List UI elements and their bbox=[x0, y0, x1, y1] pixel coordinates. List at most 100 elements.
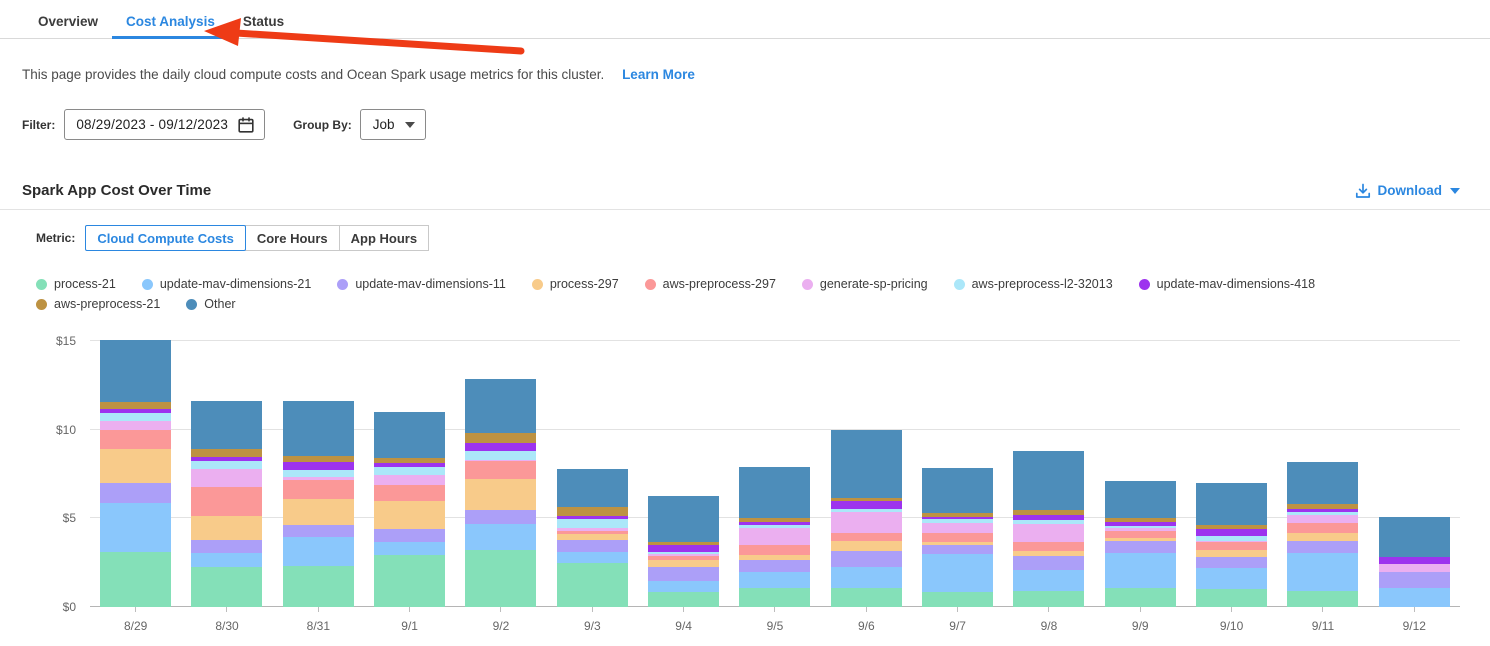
bar-segment-aws-preprocess-297[interactable] bbox=[1196, 542, 1268, 551]
bar-segment-update-mav-dimensions-11[interactable] bbox=[282, 524, 354, 537]
bar-segment-generate-sp-pricing[interactable] bbox=[1287, 514, 1359, 523]
bar-segment-process-21[interactable] bbox=[465, 550, 537, 607]
bar-segment-update-mav-dimensions-21[interactable] bbox=[1287, 552, 1359, 592]
stacked-bar-8/30[interactable] bbox=[191, 400, 263, 607]
bar-segment-process-21[interactable] bbox=[556, 562, 628, 607]
bar-segment-update-mav-dimensions-11[interactable] bbox=[556, 539, 628, 553]
bar-segment-aws-preprocess-297[interactable] bbox=[1104, 530, 1176, 538]
bar-segment-process-297[interactable] bbox=[739, 554, 811, 561]
stacked-bar-9/8[interactable] bbox=[1013, 451, 1085, 607]
bar-segment-update-mav-dimensions-11[interactable] bbox=[100, 482, 172, 504]
stacked-bar-9/5[interactable] bbox=[739, 466, 811, 607]
bar-segment-update-mav-dimensions-21[interactable] bbox=[282, 536, 354, 567]
bar-segment-Other[interactable] bbox=[1287, 461, 1359, 505]
bar-segment-process-21[interactable] bbox=[1196, 589, 1268, 607]
bar-segment-update-mav-dimensions-21[interactable] bbox=[922, 553, 994, 592]
bar-segment-aws-preprocess-297[interactable] bbox=[1287, 522, 1359, 533]
bar-segment-process-297[interactable] bbox=[282, 498, 354, 525]
bar-segment-update-mav-dimensions-11[interactable] bbox=[1378, 571, 1450, 588]
bar-segment-aws-preprocess-21[interactable] bbox=[100, 402, 172, 410]
stacked-bar-8/29[interactable] bbox=[100, 340, 172, 607]
bar-segment-aws-preprocess-l2-32013[interactable] bbox=[739, 525, 811, 529]
stacked-bar-9/10[interactable] bbox=[1196, 482, 1268, 607]
bar-segment-aws-preprocess-l2-32013[interactable] bbox=[1013, 520, 1085, 524]
bar-segment-update-mav-dimensions-21[interactable] bbox=[191, 552, 263, 568]
metric-button-cloud-compute-costs[interactable]: Cloud Compute Costs bbox=[85, 225, 246, 251]
bar-segment-generate-sp-pricing[interactable] bbox=[922, 522, 994, 534]
bar-segment-update-mav-dimensions-418[interactable] bbox=[191, 457, 263, 461]
bar-segment-update-mav-dimensions-418[interactable] bbox=[922, 516, 994, 520]
bar-segment-Other[interactable] bbox=[191, 400, 263, 450]
bar-segment-update-mav-dimensions-418[interactable] bbox=[465, 443, 537, 452]
bar-segment-aws-preprocess-l2-32013[interactable] bbox=[922, 519, 994, 523]
bar-segment-aws-preprocess-21[interactable] bbox=[830, 498, 902, 501]
stacked-bar-9/9[interactable] bbox=[1104, 481, 1176, 607]
stacked-bar-9/4[interactable] bbox=[648, 496, 720, 607]
metric-button-core-hours[interactable]: Core Hours bbox=[244, 225, 340, 251]
legend-item-update-mav-dimensions-21[interactable]: update-mav-dimensions-21 bbox=[141, 277, 311, 291]
metric-button-app-hours[interactable]: App Hours bbox=[338, 225, 430, 251]
stacked-bar-9/12[interactable] bbox=[1378, 516, 1450, 607]
bar-segment-update-mav-dimensions-11[interactable] bbox=[374, 528, 446, 543]
legend-item-aws-preprocess-l2-32013[interactable]: aws-preprocess-l2-32013 bbox=[953, 277, 1113, 291]
bar-segment-Other[interactable] bbox=[556, 468, 628, 507]
bar-segment-process-21[interactable] bbox=[1104, 588, 1176, 607]
bar-segment-update-mav-dimensions-11[interactable] bbox=[830, 551, 902, 568]
bar-segment-update-mav-dimensions-21[interactable] bbox=[1104, 552, 1176, 589]
legend-item-generate-sp-pricing[interactable]: generate-sp-pricing bbox=[801, 277, 928, 291]
bar-segment-process-21[interactable] bbox=[191, 567, 263, 607]
bar-segment-aws-preprocess-297[interactable] bbox=[830, 533, 902, 541]
bar-segment-generate-sp-pricing[interactable] bbox=[374, 474, 446, 485]
bar-segment-Other[interactable] bbox=[1378, 516, 1450, 557]
bar-segment-update-mav-dimensions-21[interactable] bbox=[100, 503, 172, 553]
bar-segment-aws-preprocess-297[interactable] bbox=[100, 429, 172, 450]
bar-segment-update-mav-dimensions-21[interactable] bbox=[739, 571, 811, 588]
stacked-bar-9/1[interactable] bbox=[374, 412, 446, 607]
bar-segment-update-mav-dimensions-21[interactable] bbox=[556, 552, 628, 563]
learn-more-link[interactable]: Learn More bbox=[622, 67, 695, 82]
bar-segment-process-297[interactable] bbox=[648, 560, 720, 568]
bar-segment-update-mav-dimensions-418[interactable] bbox=[282, 461, 354, 470]
bar-segment-aws-preprocess-21[interactable] bbox=[1104, 517, 1176, 522]
bar-segment-process-297[interactable] bbox=[100, 449, 172, 483]
bar-segment-Other[interactable] bbox=[1104, 481, 1176, 518]
bar-segment-aws-preprocess-21[interactable] bbox=[556, 506, 628, 516]
bar-segment-aws-preprocess-21[interactable] bbox=[1287, 504, 1359, 509]
bar-segment-update-mav-dimensions-11[interactable] bbox=[1104, 541, 1176, 553]
bar-segment-aws-preprocess-297[interactable] bbox=[191, 487, 263, 516]
bar-segment-update-mav-dimensions-418[interactable] bbox=[739, 521, 811, 526]
bar-segment-Other[interactable] bbox=[282, 400, 354, 457]
bar-segment-process-297[interactable] bbox=[374, 500, 446, 529]
tab-status[interactable]: Status bbox=[242, 14, 285, 29]
bar-segment-aws-preprocess-21[interactable] bbox=[1196, 524, 1268, 530]
bar-segment-Other[interactable] bbox=[739, 466, 811, 518]
bar-segment-process-21[interactable] bbox=[830, 588, 902, 607]
stacked-bar-9/6[interactable] bbox=[830, 429, 902, 607]
bar-segment-process-21[interactable] bbox=[739, 587, 811, 607]
bar-segment-process-297[interactable] bbox=[1196, 550, 1268, 557]
bar-segment-generate-sp-pricing[interactable] bbox=[282, 476, 354, 481]
bar-segment-update-mav-dimensions-11[interactable] bbox=[465, 509, 537, 524]
legend-item-update-mav-dimensions-418[interactable]: update-mav-dimensions-418 bbox=[1138, 277, 1315, 291]
bar-segment-update-mav-dimensions-11[interactable] bbox=[191, 539, 263, 553]
bar-segment-update-mav-dimensions-418[interactable] bbox=[100, 409, 172, 413]
bar-segment-aws-preprocess-l2-32013[interactable] bbox=[1196, 536, 1268, 541]
bar-segment-update-mav-dimensions-418[interactable] bbox=[648, 545, 720, 553]
bar-segment-aws-preprocess-l2-32013[interactable] bbox=[1287, 512, 1359, 515]
bar-segment-generate-sp-pricing[interactable] bbox=[1196, 540, 1268, 543]
bar-segment-process-297[interactable] bbox=[1104, 537, 1176, 542]
stacked-bar-9/11[interactable] bbox=[1287, 461, 1359, 607]
bar-segment-aws-preprocess-297[interactable] bbox=[1013, 542, 1085, 552]
bar-segment-generate-sp-pricing[interactable] bbox=[1013, 523, 1085, 543]
legend-item-aws-preprocess-21[interactable]: aws-preprocess-21 bbox=[36, 297, 160, 311]
bar-segment-process-21[interactable] bbox=[922, 591, 994, 607]
bar-segment-generate-sp-pricing[interactable] bbox=[830, 512, 902, 534]
bar-segment-process-297[interactable] bbox=[556, 534, 628, 540]
bar-segment-generate-sp-pricing[interactable] bbox=[100, 420, 172, 430]
bar-segment-process-297[interactable] bbox=[465, 479, 537, 510]
stacked-bar-9/3[interactable] bbox=[556, 468, 628, 607]
bar-segment-aws-preprocess-297[interactable] bbox=[374, 484, 446, 501]
bar-segment-aws-preprocess-l2-32013[interactable] bbox=[648, 552, 720, 554]
stacked-bar-9/7[interactable] bbox=[922, 467, 994, 607]
bar-segment-update-mav-dimensions-21[interactable] bbox=[830, 567, 902, 589]
